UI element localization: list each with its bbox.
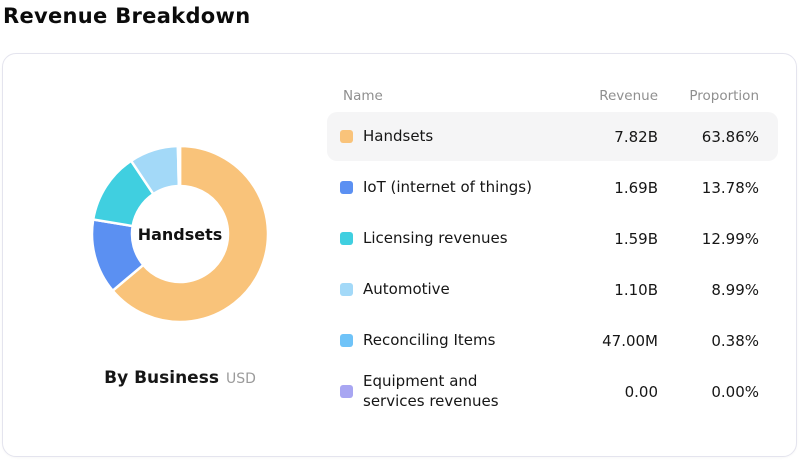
column-header-revenue: Revenue [599,88,658,104]
donut-slice[interactable] [176,144,182,188]
column-header-proportion: Proportion [689,88,759,104]
breakdown-table: Name Revenue Proportion Handsets 7.82B 6… [327,82,778,416]
table-row-automotive[interactable]: Automotive 1.10B 8.99% [327,265,778,314]
legend-swatch-licensing [340,232,353,245]
name-cell: Handsets [340,127,563,147]
series-name: Handsets [363,126,434,145]
name-cell: Equipment and services revenues [340,372,563,411]
table-header-row: Name Revenue Proportion [327,82,778,110]
series-name: IoT (internet of things) [363,177,532,196]
series-name: Reconciling Items [363,330,496,349]
series-name: Equipment and services revenues [363,372,499,410]
chart-caption-title: By Business [104,368,219,388]
revenue-cell: 7.82B [614,127,658,146]
proportion-cell: 12.99% [701,229,759,248]
table-row-reconciling[interactable]: Reconciling Items 47.00M 0.38% [327,316,778,365]
legend-swatch-reconciling [340,334,353,347]
name-cell: IoT (internet of things) [340,178,563,198]
table-row-handsets[interactable]: Handsets 7.82B 63.86% [327,112,778,161]
legend-swatch-iot [340,181,353,194]
series-name: Automotive [363,279,450,298]
revenue-cell: 0.00 [624,382,658,401]
proportion-cell: 0.38% [711,331,759,350]
revenue-breakdown-card: Handsets By Business USD Name Revenue Pro… [2,53,797,457]
legend-swatch-automotive [340,283,353,296]
proportion-cell: 0.00% [711,382,759,401]
revenue-cell: 1.69B [614,178,658,197]
legend-swatch-equipment [340,385,353,398]
name-cell: Licensing revenues [340,229,563,249]
table-row-licensing[interactable]: Licensing revenues 1.59B 12.99% [327,214,778,263]
name-cell: Reconciling Items [340,331,563,351]
proportion-cell: 8.99% [711,280,759,299]
table-row-iot[interactable]: IoT (internet of things) 1.69B 13.78% [327,163,778,212]
donut-svg [90,144,270,324]
revenue-cell: 1.10B [614,280,658,299]
donut-slice[interactable] [111,144,270,324]
chart-caption: By Business USD [3,368,357,388]
chart-caption-unit: USD [225,371,256,387]
series-name: Licensing revenues [363,228,508,247]
table-row-equipment[interactable]: Equipment and services revenues 0.00 0.0… [327,367,778,416]
proportion-cell: 13.78% [701,178,759,197]
donut-chart[interactable]: Handsets [87,141,273,327]
revenue-cell: 47.00M [602,331,658,350]
proportion-cell: 63.86% [701,127,759,146]
name-cell: Automotive [340,280,563,300]
revenue-cell: 1.59B [614,229,658,248]
column-header-name: Name [343,88,383,104]
page-title: Revenue Breakdown [3,4,251,28]
legend-swatch-handsets [340,130,353,143]
donut-chart-area: Handsets By Business USD [3,54,357,456]
